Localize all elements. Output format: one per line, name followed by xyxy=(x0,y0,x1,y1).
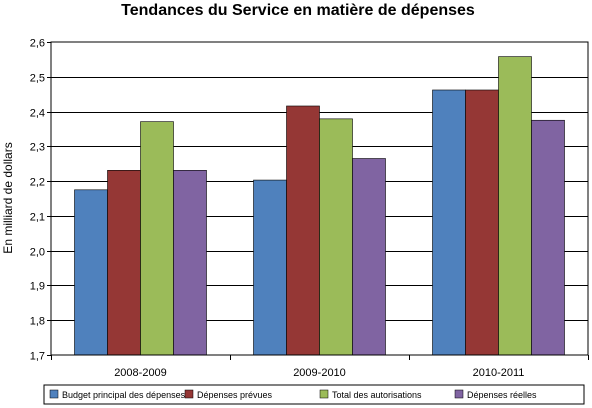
y-tick-label: 1,7 xyxy=(30,351,45,363)
legend-label: Dépenses prévues xyxy=(197,390,273,400)
x-tick-label: 2008-2009 xyxy=(114,367,167,379)
bar xyxy=(352,158,386,356)
x-tick-label: 2010-2011 xyxy=(473,367,525,379)
y-tick-label: 2,6 xyxy=(30,38,45,50)
legend-swatch xyxy=(454,389,464,399)
bar xyxy=(74,189,108,356)
bar xyxy=(498,56,532,356)
legend-label: Total des autorisations xyxy=(332,390,422,400)
bar xyxy=(319,118,353,356)
y-axis-ticks: 1,7 1,8 1,9 2,0 2,1 2,2 2,3 2,4 2,5 2,6 xyxy=(30,38,51,363)
y-tick-label: 2,3 xyxy=(30,142,45,154)
y-tick-label: 2,5 xyxy=(30,73,45,85)
y-axis-label: En milliard de dollars xyxy=(1,142,15,253)
x-tick-label: 2009-2010 xyxy=(293,367,346,379)
bar xyxy=(465,89,499,356)
y-tick-label: 1,8 xyxy=(30,316,45,328)
legend-label: Dépenses réelles xyxy=(467,390,537,400)
plot-frame xyxy=(50,41,589,356)
y-tick-label: 2,4 xyxy=(30,108,45,120)
chart-title: Tendances du Service en matière de dépen… xyxy=(121,2,475,19)
legend-item: Dépenses prévues xyxy=(184,389,273,400)
bar xyxy=(531,119,565,356)
legend-swatch xyxy=(319,389,329,399)
y-tick-label: 1,9 xyxy=(30,281,45,293)
y-tick-label: 2,1 xyxy=(30,212,45,224)
legend-box xyxy=(43,384,585,405)
legend-item: Dépenses réelles xyxy=(454,389,537,400)
legend-items: Budget principal des dépenses Dépenses pr… xyxy=(49,389,537,400)
bar xyxy=(173,170,207,356)
bar xyxy=(107,170,141,356)
bar xyxy=(432,89,466,356)
y-tick-label: 2,0 xyxy=(30,247,45,259)
legend-swatch xyxy=(49,389,59,399)
x-axis-ticks: 2008-2009 2009-2010 2010-2011 xyxy=(51,355,589,379)
bar xyxy=(140,121,174,356)
legend-item: Total des autorisations xyxy=(319,389,422,400)
legend: Budget principal des dépenses Dépenses pr… xyxy=(43,384,585,405)
legend-item: Budget principal des dépenses xyxy=(49,389,186,400)
bar xyxy=(253,179,287,356)
legend-swatch xyxy=(184,389,194,399)
y-tick-label: 2,2 xyxy=(30,177,45,189)
legend-label: Budget principal des dépenses xyxy=(62,390,186,400)
bars xyxy=(74,56,565,356)
bar xyxy=(286,105,320,356)
